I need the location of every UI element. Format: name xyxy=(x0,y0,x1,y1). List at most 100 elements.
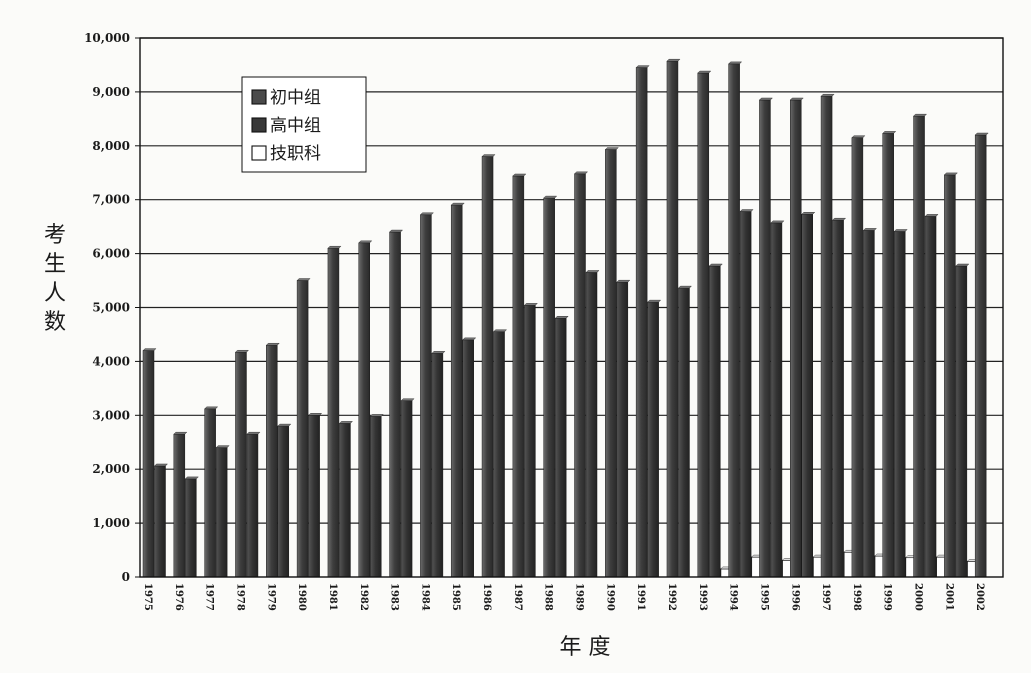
bar-1980-高中组 xyxy=(308,415,320,578)
x-tick-label-1984: 1984 xyxy=(419,583,430,611)
x-tick-label-1986: 1986 xyxy=(481,583,492,611)
x-tick-label-1995: 1995 xyxy=(758,583,769,611)
bar-cap-1981-高中组 xyxy=(338,421,353,424)
bar-cap-1998-高中组 xyxy=(862,228,877,231)
bar-1985-高中组 xyxy=(462,339,474,578)
bar-1987-高中组 xyxy=(524,305,536,578)
x-tick-label-1982: 1982 xyxy=(358,583,369,611)
bar-1989-初中组 xyxy=(574,173,586,578)
bar-cap-1977-高中组 xyxy=(215,445,230,448)
bar-1982-高中组 xyxy=(370,416,382,578)
bar-cap-1978-高中组 xyxy=(246,431,261,435)
bar-cap-1976-高中组 xyxy=(184,476,199,480)
bar-1999-初中组 xyxy=(882,133,894,578)
bar-cap-1991-初中组 xyxy=(635,65,650,68)
x-tick-label-1988: 1988 xyxy=(543,583,554,611)
bar-cap-1984-高中组 xyxy=(431,351,446,354)
bar-cap-1983-高中组 xyxy=(400,398,415,401)
bar-1997-高中组 xyxy=(832,219,844,578)
x-tick-label-2002: 2002 xyxy=(974,583,985,611)
bar-cap-2001-高中组 xyxy=(955,263,970,267)
x-tick-label-1987: 1987 xyxy=(512,583,523,611)
bar-cap-1975-高中组 xyxy=(154,463,168,467)
bar-cap-1976-初中组 xyxy=(173,431,188,435)
x-tick-label-1979: 1979 xyxy=(265,583,276,611)
bar-1976-高中组 xyxy=(185,478,197,578)
bar-cap-1981-初中组 xyxy=(327,246,342,249)
x-tick-label-1990: 1990 xyxy=(604,583,615,611)
bar-cap-2000-高中组 xyxy=(924,214,939,217)
bar-1990-高中组 xyxy=(616,281,629,578)
x-tick-label-2001: 2001 xyxy=(943,583,954,611)
bar-1985-初中组 xyxy=(450,204,463,578)
x-tick-label-1983: 1983 xyxy=(389,583,400,611)
bar-cap-1979-初中组 xyxy=(265,343,280,346)
bar-1977-高中组 xyxy=(215,447,228,578)
bar-cap-1975-初中组 xyxy=(142,348,157,351)
axes xyxy=(135,37,1004,578)
bar-1993-初中组 xyxy=(697,72,710,578)
bars xyxy=(142,58,989,578)
bar-1994-高中组 xyxy=(739,211,752,578)
bar-cap-1991-高中组 xyxy=(647,299,662,303)
y-tick-label-1000: 1,000 xyxy=(92,516,130,530)
x-tick-label-1975: 1975 xyxy=(142,583,153,611)
y-tick-label-7000: 7,000 xyxy=(92,193,130,207)
bar-cap-1992-初中组 xyxy=(666,58,681,62)
y-tick-label-10000: 10,000 xyxy=(84,31,130,45)
bar-2001-初中组 xyxy=(944,174,956,578)
bar-cap-1987-初中组 xyxy=(512,173,527,177)
bar-cap-1997-初中组 xyxy=(820,94,835,97)
y-axis-label-char-1: 生 xyxy=(44,252,66,277)
y-axis-label-char-0: 考 xyxy=(44,223,66,248)
bar-1975-初中组 xyxy=(142,350,155,578)
legend-label-技职科: 技职科 xyxy=(270,144,321,164)
bar-cap-1989-初中组 xyxy=(574,171,588,175)
legend-label-高中组: 高中组 xyxy=(270,116,321,136)
bar-cap-1990-高中组 xyxy=(616,279,631,283)
bar-cap-2000-初中组 xyxy=(913,113,928,117)
bar-1999-高中组 xyxy=(893,231,906,578)
legend-swatch-技职科 xyxy=(251,145,267,161)
x-tick-labels: 1975 1976 1977 1978 1979 1980 1981 1982 1983 1984… xyxy=(142,583,985,611)
x-axis-label: 年 度 xyxy=(560,635,611,660)
bar-cap-2002-初中组 xyxy=(974,132,989,136)
x-tick-label-1991: 1991 xyxy=(635,583,646,611)
bar-cap-1999-高中组 xyxy=(893,229,908,232)
bar-cap-1984-初中组 xyxy=(419,212,434,215)
bar-1992-初中组 xyxy=(666,60,679,578)
y-tick-label-0: 0 xyxy=(122,570,130,584)
x-tick-label-1981: 1981 xyxy=(327,583,338,611)
bar-cap-1980-初中组 xyxy=(296,278,311,281)
bar-cap-1985-高中组 xyxy=(462,337,477,341)
bar-1988-高中组 xyxy=(554,318,567,578)
x-tick-label-1989: 1989 xyxy=(574,583,585,611)
x-tick-label-1994: 1994 xyxy=(728,583,739,611)
bar-1984-高中组 xyxy=(431,353,444,578)
bar-cap-1993-初中组 xyxy=(697,70,712,74)
x-tick-label-1998: 1998 xyxy=(851,583,862,611)
bar-1991-初中组 xyxy=(635,67,648,578)
x-tick-label-2000: 2000 xyxy=(913,583,924,611)
bar-1981-初中组 xyxy=(327,247,340,578)
bar-1986-初中组 xyxy=(481,156,494,578)
bar-1977-初中组 xyxy=(204,408,216,578)
legend-label-初中组: 初中组 xyxy=(270,88,321,108)
bar-1980-初中组 xyxy=(296,280,309,578)
bar-cap-1997-高中组 xyxy=(832,217,847,221)
bar-cap-1980-高中组 xyxy=(308,413,323,416)
bar-1983-高中组 xyxy=(400,400,413,578)
x-tick-label-1993: 1993 xyxy=(697,583,708,611)
x-tick-label-1980: 1980 xyxy=(296,583,307,611)
bar-cap-2001-初中组 xyxy=(943,172,958,176)
bar-cap-1993-高中组 xyxy=(708,263,723,267)
legend-swatch-初中组 xyxy=(251,89,267,105)
bar-1982-初中组 xyxy=(358,242,370,578)
bar-1981-高中组 xyxy=(339,423,351,578)
bar-cap-1986-初中组 xyxy=(481,154,496,157)
x-tick-label-1976: 1976 xyxy=(173,583,184,611)
y-axis-label-char-2: 人 xyxy=(44,281,66,306)
bar-cap-1982-高中组 xyxy=(369,414,384,417)
bar-2000-初中组 xyxy=(913,115,925,578)
